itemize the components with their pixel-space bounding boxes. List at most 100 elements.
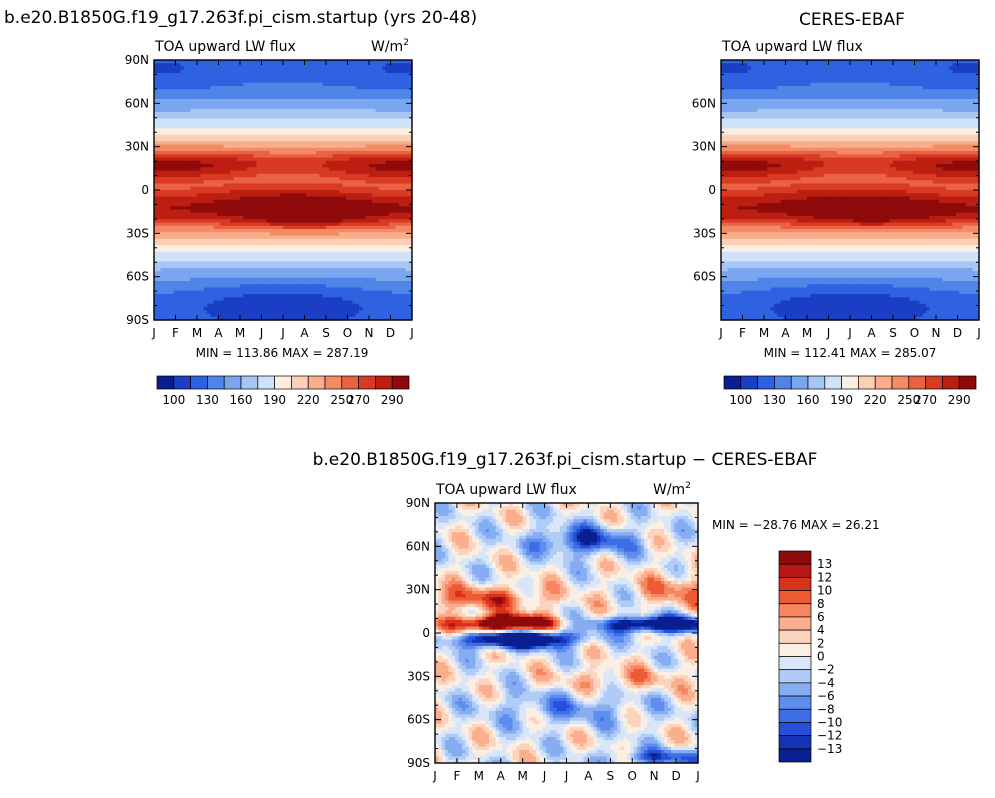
contour-cell: [362, 86, 367, 90]
contour-cell: [220, 63, 225, 68]
contour-cell: [210, 89, 215, 94]
contour-cell: [206, 105, 211, 110]
contour-cell: [170, 131, 175, 136]
contour-cell: [213, 121, 218, 126]
contour-cell: [167, 131, 172, 136]
contour-cell: [352, 147, 357, 152]
contour-cell: [210, 60, 215, 64]
contour-cell: [203, 121, 208, 126]
contour-cell: [369, 115, 373, 120]
contour-cell: [236, 79, 241, 84]
contour-cell: [190, 115, 195, 120]
contour-cell: [253, 66, 258, 71]
contour-cell: [299, 76, 304, 81]
contour-cell: [382, 82, 387, 87]
contour-cell: [382, 112, 387, 116]
contour-cell: [362, 141, 367, 146]
contour-cell: [163, 86, 168, 90]
contour-cell: [402, 92, 406, 97]
contour-cell: [183, 115, 188, 120]
contour-cell: [236, 108, 241, 113]
contour-cell: [329, 141, 334, 146]
contour-cell: [157, 115, 162, 120]
contour-cell: [157, 147, 162, 152]
contour-cell: [352, 79, 357, 84]
contour-cell: [385, 63, 390, 68]
contour-cell: [249, 151, 254, 155]
contour-cell: [154, 105, 158, 110]
contour-cell: [319, 131, 324, 136]
contour-cell: [154, 60, 158, 64]
contour-cell: [276, 95, 281, 100]
contour-cell: [243, 134, 248, 139]
contour-cell: [206, 102, 211, 107]
contour-cell: [309, 60, 314, 64]
contour-cell: [306, 108, 311, 113]
contour-cell: [210, 118, 215, 123]
contour-cell: [210, 128, 215, 133]
contour-cell: [197, 141, 201, 146]
contour-cell: [369, 102, 373, 107]
contour-cell: [316, 131, 320, 136]
contour-cell: [259, 82, 264, 87]
contour-cell: [349, 105, 354, 110]
contour-cell: [210, 147, 215, 152]
contour-cell: [269, 60, 274, 64]
contour-cell: [197, 73, 201, 77]
contour-cell: [157, 60, 162, 64]
contour-cell: [220, 115, 225, 120]
contour-cell: [236, 73, 241, 77]
contour-cell: [279, 115, 284, 120]
contour-cell: [372, 63, 377, 68]
contour-cell: [279, 89, 284, 94]
contour-cell: [326, 115, 330, 120]
contour-cell: [326, 73, 330, 77]
contour-cell: [292, 66, 297, 71]
contour-cell: [279, 138, 284, 142]
contour-cell: [359, 134, 363, 139]
contour-cell: [312, 73, 317, 77]
contour-cell: [395, 125, 400, 129]
contour-cell: [362, 128, 367, 133]
contour-cell: [289, 76, 294, 81]
contour-cell: [200, 92, 205, 97]
contour-cell: [339, 89, 344, 94]
contour-cell: [170, 134, 175, 139]
contour-cell: [359, 144, 363, 149]
contour-cell: [405, 66, 410, 71]
contour-cell: [372, 108, 377, 113]
contour-cell: [160, 60, 165, 64]
contour-cell: [180, 134, 185, 139]
contour-cell: [355, 82, 360, 87]
contour-cell: [299, 147, 304, 152]
contour-cell: [269, 105, 274, 110]
contour-cell: [332, 138, 337, 142]
contour-cell: [249, 73, 254, 77]
contour-cell: [269, 108, 274, 113]
contour-cell: [263, 134, 268, 139]
contour-cell: [154, 95, 158, 100]
contour-cell: [223, 63, 228, 68]
contour-cell: [289, 131, 294, 136]
contour-cell: [200, 138, 205, 142]
contour-cell: [193, 69, 198, 74]
contour-cell: [345, 102, 350, 107]
contour-cell: [170, 105, 175, 110]
contour-cell: [402, 102, 406, 107]
contour-cell: [359, 108, 363, 113]
contour-cell: [382, 66, 387, 71]
contour-cell: [345, 86, 350, 90]
contour-cell: [395, 121, 400, 126]
contour-cell: [352, 63, 357, 68]
contour-cell: [256, 115, 261, 120]
contour-cell: [167, 89, 172, 94]
contour-cell: [206, 92, 211, 97]
contour-cell: [385, 128, 390, 133]
contour-cell: [372, 144, 377, 149]
contour-cell: [154, 86, 158, 90]
contour-cell: [193, 73, 198, 77]
contour-cell: [352, 102, 357, 107]
contour-cell: [154, 76, 158, 81]
contour-cell: [210, 92, 215, 97]
contour-cell: [402, 144, 406, 149]
